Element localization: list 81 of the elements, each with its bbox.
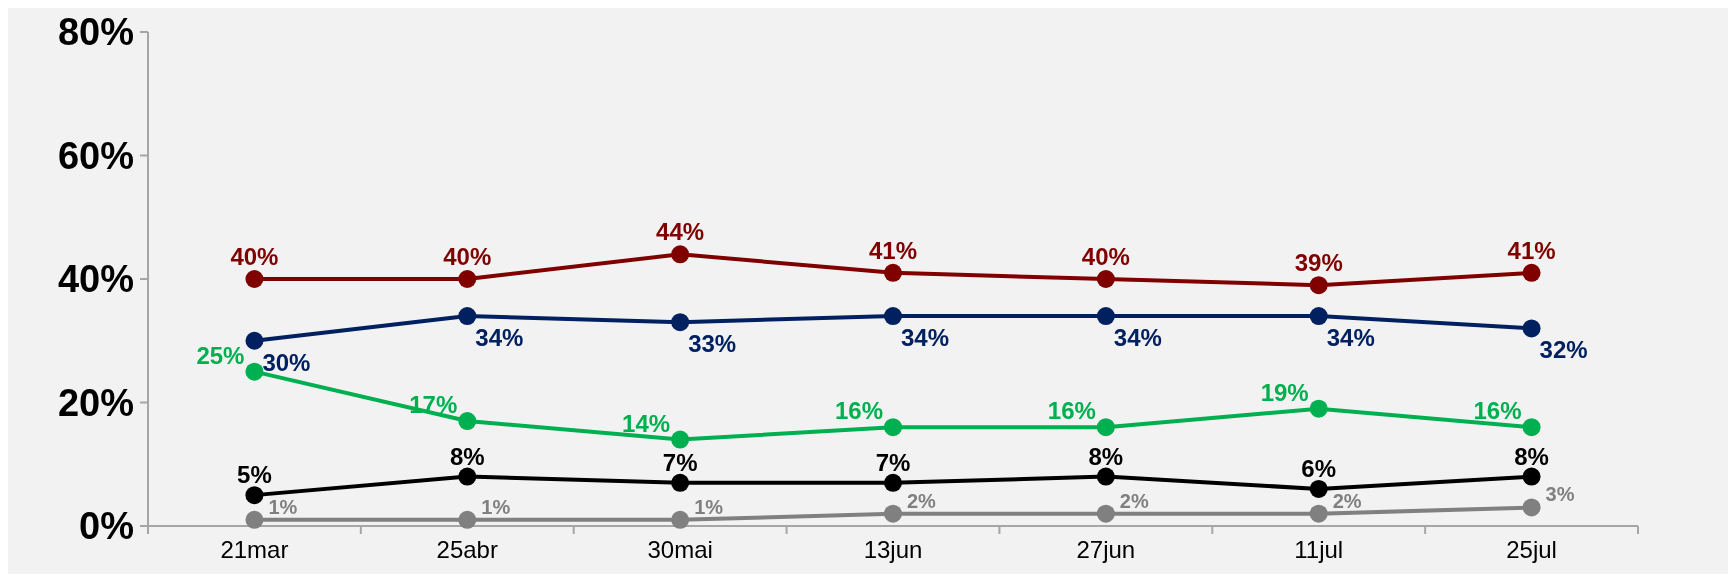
data-label: 40% <box>1081 243 1130 270</box>
data-label: 8% <box>449 442 485 470</box>
y-tick-label: 0% <box>79 505 134 548</box>
point <box>671 510 690 529</box>
point <box>884 418 902 437</box>
data-label: 16% <box>1047 397 1096 425</box>
point <box>1522 498 1541 517</box>
data-label: 34% <box>475 324 524 352</box>
point <box>1096 307 1115 326</box>
data-label: 25% <box>196 341 245 369</box>
point <box>1309 276 1328 295</box>
x-tick-label: 27jun <box>1076 536 1136 563</box>
point <box>884 307 902 326</box>
point <box>245 270 264 288</box>
point <box>1096 418 1115 437</box>
data-label: 34% <box>1113 324 1162 352</box>
point <box>458 307 477 326</box>
data-label: 40% <box>443 243 492 270</box>
data-label: 8% <box>1088 442 1124 470</box>
point <box>458 510 477 529</box>
point <box>245 362 264 381</box>
data-label: 19% <box>1260 378 1309 406</box>
data-label: 2% <box>907 489 937 512</box>
point <box>671 473 690 492</box>
y-tick-label: 20% <box>57 381 134 424</box>
data-label: 16% <box>834 397 883 425</box>
data-label: 39% <box>1294 249 1343 277</box>
y-tick-label: 40% <box>57 258 134 301</box>
point <box>671 313 690 332</box>
data-label: 5% <box>237 461 272 489</box>
point <box>1522 263 1541 282</box>
data-label: 8% <box>1514 442 1549 470</box>
point <box>1096 467 1115 486</box>
point <box>1522 418 1541 437</box>
point <box>245 510 264 529</box>
data-label: 14% <box>622 409 671 437</box>
y-tick-label: 60% <box>57 134 134 177</box>
data-label: 2% <box>1119 489 1149 512</box>
point <box>884 473 902 492</box>
data-label: 1% <box>268 495 298 518</box>
data-label: 44% <box>656 218 705 246</box>
x-tick-label: 21mar <box>220 536 289 563</box>
data-label: 33% <box>688 330 737 358</box>
point <box>671 245 690 264</box>
x-tick-label: 11jul <box>1294 536 1344 563</box>
point <box>884 263 902 282</box>
data-label: 6% <box>1301 454 1337 482</box>
x-tick-label: 30mai <box>647 536 713 563</box>
point <box>1522 467 1541 486</box>
point <box>1096 270 1115 288</box>
point <box>458 270 477 288</box>
data-label: 3% <box>1545 483 1575 506</box>
x-tick-label: 25jul <box>1506 536 1557 563</box>
point <box>245 486 264 505</box>
point <box>1096 504 1115 523</box>
point <box>1309 307 1328 326</box>
point <box>671 430 690 449</box>
point <box>1309 479 1328 498</box>
data-label: 1% <box>481 495 511 518</box>
point <box>1309 399 1328 418</box>
data-label: 34% <box>1326 324 1375 352</box>
data-label: 32% <box>1539 336 1588 364</box>
data-label: 40% <box>230 243 279 270</box>
point <box>458 467 477 486</box>
point <box>1309 504 1328 523</box>
y-tick-label: 80% <box>57 11 134 54</box>
x-tick-label: 25abr <box>436 536 498 563</box>
data-label: 16% <box>1473 397 1522 425</box>
data-label: 7% <box>662 448 698 476</box>
point <box>245 331 264 350</box>
data-label: 2% <box>1332 489 1362 512</box>
data-label: 7% <box>875 448 911 476</box>
data-label: 30% <box>262 348 311 376</box>
point <box>884 504 902 523</box>
data-label: 41% <box>1507 236 1556 264</box>
point <box>1522 319 1541 338</box>
data-label: 41% <box>868 236 918 264</box>
x-tick-label: 13jun <box>863 536 923 563</box>
data-label: 34% <box>901 324 950 352</box>
data-label: 1% <box>694 495 724 518</box>
point <box>458 412 477 431</box>
